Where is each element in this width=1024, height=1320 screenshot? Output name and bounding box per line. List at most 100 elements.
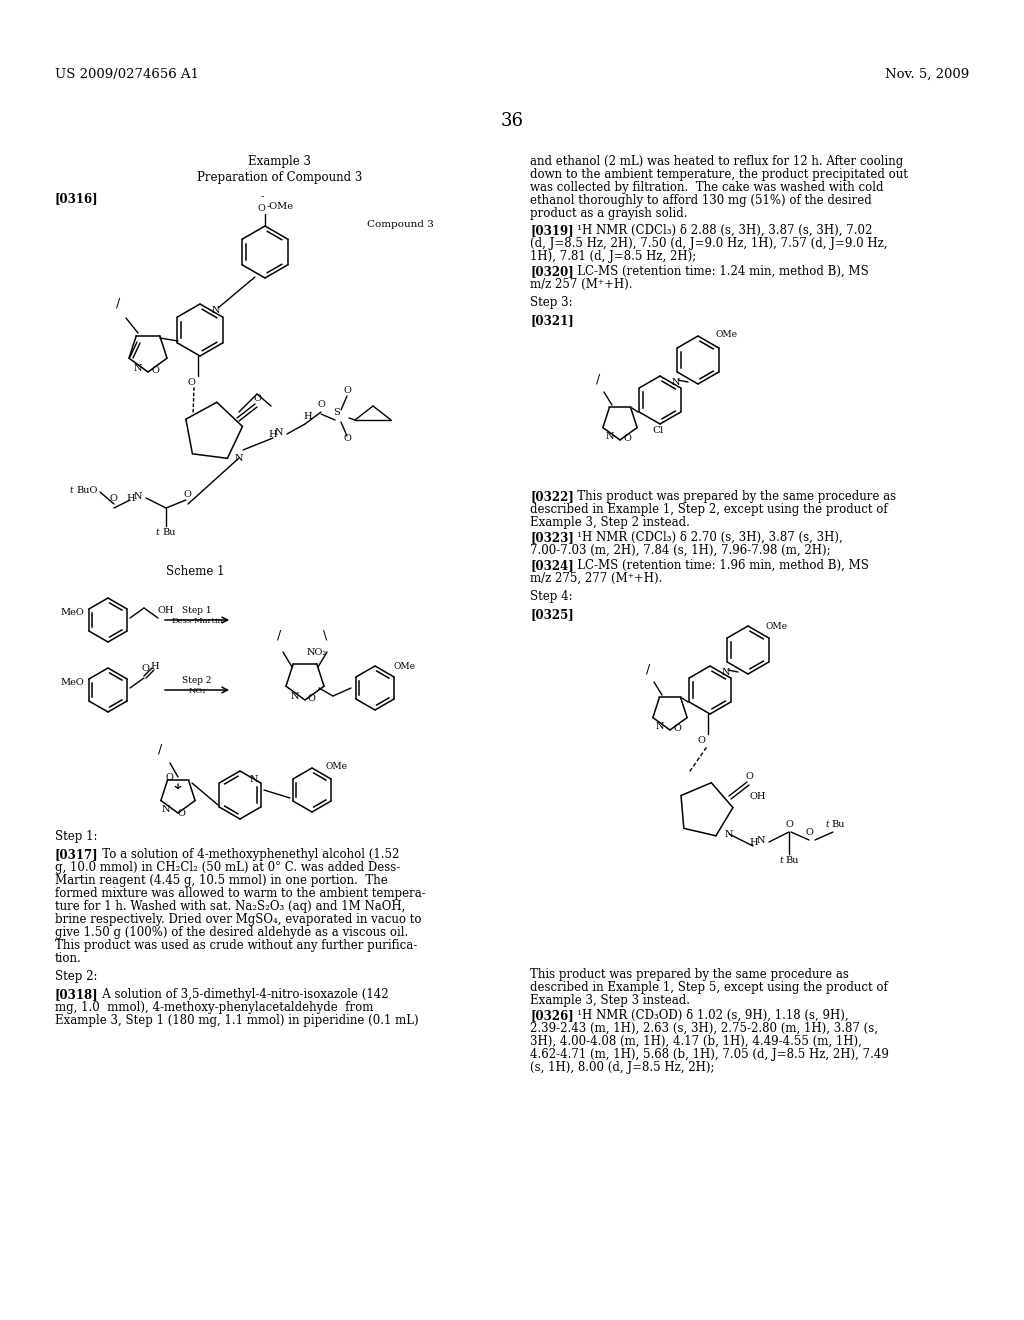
Text: /: / <box>116 296 120 309</box>
Text: [0324]: [0324] <box>530 558 573 572</box>
Text: OMe: OMe <box>766 622 788 631</box>
Text: N: N <box>606 432 614 441</box>
Text: H: H <box>150 663 159 671</box>
Text: N: N <box>757 836 766 845</box>
Text: US 2009/0274656 A1: US 2009/0274656 A1 <box>55 69 199 81</box>
Text: /: / <box>596 372 600 385</box>
Text: 4.62-4.71 (m, 1H), 5.68 (b, 1H), 7.05 (d, J=8.5 Hz, 2H), 7.49: 4.62-4.71 (m, 1H), 5.68 (b, 1H), 7.05 (d… <box>530 1048 889 1061</box>
Text: t: t <box>156 528 160 537</box>
Text: A solution of 3,5-dimethyl-4-nitro-isoxazole (142: A solution of 3,5-dimethyl-4-nitro-isoxa… <box>91 987 389 1001</box>
Text: N: N <box>134 492 142 502</box>
Text: O: O <box>253 393 261 403</box>
Text: N: N <box>162 805 171 814</box>
Text: [0318]: [0318] <box>55 987 98 1001</box>
Text: O: O <box>674 723 682 733</box>
Text: Dess-Martin: Dess-Martin <box>171 616 223 624</box>
Text: t: t <box>825 820 828 829</box>
Text: O: O <box>184 490 191 499</box>
Text: Bu: Bu <box>831 820 845 829</box>
Text: O: O <box>257 205 265 213</box>
Text: brine respectively. Dried over MgSO₄, evaporated in vacuo to: brine respectively. Dried over MgSO₄, ev… <box>55 913 422 927</box>
Text: -OMe: -OMe <box>267 202 294 211</box>
Text: Bu: Bu <box>162 528 175 537</box>
Text: Bu: Bu <box>785 855 799 865</box>
Text: \: \ <box>323 628 328 642</box>
Text: N: N <box>291 692 299 701</box>
Text: Compound 3: Compound 3 <box>367 220 434 228</box>
Text: Step 2:: Step 2: <box>55 970 97 983</box>
Text: O: O <box>343 385 351 395</box>
Text: H: H <box>268 430 276 440</box>
Text: OMe: OMe <box>393 663 415 671</box>
Text: Preparation of Compound 3: Preparation of Compound 3 <box>198 172 362 183</box>
Text: Scheme 1: Scheme 1 <box>166 565 224 578</box>
Text: O: O <box>178 809 186 818</box>
Text: O: O <box>166 774 174 781</box>
Text: N: N <box>656 722 665 731</box>
Text: O: O <box>805 828 813 837</box>
Text: give 1.50 g (100%) of the desired aldehyde as a viscous oil.: give 1.50 g (100%) of the desired aldehy… <box>55 927 409 939</box>
Text: mg, 1.0  mmol), 4-methoxy-phenylacetaldehyde  from: mg, 1.0 mmol), 4-methoxy-phenylacetaldeh… <box>55 1001 374 1014</box>
Text: This product was used as crude without any further purifica-: This product was used as crude without a… <box>55 939 417 952</box>
Text: m/z 257 (M⁺+H).: m/z 257 (M⁺+H). <box>530 279 633 290</box>
Text: product as a grayish solid.: product as a grayish solid. <box>530 207 687 220</box>
Text: OH: OH <box>749 792 766 801</box>
Text: N: N <box>275 428 284 437</box>
Text: O: O <box>698 737 706 744</box>
Text: /: / <box>278 628 282 642</box>
Text: 36: 36 <box>501 112 523 129</box>
Text: Cl: Cl <box>652 426 664 436</box>
Text: O: O <box>152 366 160 375</box>
Text: H: H <box>303 412 311 421</box>
Text: OH: OH <box>158 606 174 615</box>
Text: BuO: BuO <box>76 486 97 495</box>
Text: O: O <box>785 820 793 829</box>
Text: N: N <box>722 668 730 677</box>
Text: Step 4:: Step 4: <box>530 590 572 603</box>
Text: formed mixture was allowed to warm to the ambient tempera-: formed mixture was allowed to warm to th… <box>55 887 426 900</box>
Text: described in Example 1, Step 2, except using the product of: described in Example 1, Step 2, except u… <box>530 503 888 516</box>
Text: O: O <box>110 494 118 503</box>
Text: tion.: tion. <box>55 952 82 965</box>
Text: NO₂: NO₂ <box>307 648 327 657</box>
Text: S: S <box>333 408 340 417</box>
Text: O: O <box>317 400 325 409</box>
Text: N: N <box>250 775 258 784</box>
Text: O: O <box>188 378 196 387</box>
Text: [0322]: [0322] <box>530 490 573 503</box>
Text: -: - <box>261 191 264 201</box>
Text: [0326]: [0326] <box>530 1008 573 1022</box>
Text: 3H), 4.00-4.08 (m, 1H), 4.17 (b, 1H), 4.49-4.55 (m, 1H),: 3H), 4.00-4.08 (m, 1H), 4.17 (b, 1H), 4.… <box>530 1035 862 1048</box>
Text: This product was prepared by the same procedure as: This product was prepared by the same pr… <box>530 968 849 981</box>
Text: and ethanol (2 mL) was heated to reflux for 12 h. After cooling: and ethanol (2 mL) was heated to reflux … <box>530 154 903 168</box>
Text: t: t <box>779 855 782 865</box>
Text: ture for 1 h. Washed with sat. Na₂S₂O₃ (aq) and 1M NaOH,: ture for 1 h. Washed with sat. Na₂S₂O₃ (… <box>55 900 406 913</box>
Text: N: N <box>725 830 733 840</box>
Text: OMe: OMe <box>716 330 738 339</box>
Text: [0317]: [0317] <box>55 847 98 861</box>
Text: (s, 1H), 8.00 (d, J=8.5 Hz, 2H);: (s, 1H), 8.00 (d, J=8.5 Hz, 2H); <box>530 1061 715 1074</box>
Text: 7.00-7.03 (m, 2H), 7.84 (s, 1H), 7.96-7.98 (m, 2H);: 7.00-7.03 (m, 2H), 7.84 (s, 1H), 7.96-7.… <box>530 544 830 557</box>
Text: O: O <box>308 694 315 704</box>
Text: ethanol thoroughly to afford 130 mg (51%) of the desired: ethanol thoroughly to afford 130 mg (51%… <box>530 194 871 207</box>
Text: H: H <box>749 838 758 847</box>
Text: O: O <box>624 434 632 444</box>
Text: Step 2: Step 2 <box>182 676 212 685</box>
Text: N: N <box>672 378 681 387</box>
Text: Step 3:: Step 3: <box>530 296 572 309</box>
Text: ¹H NMR (CDCl₃) δ 2.70 (s, 3H), 3.87 (s, 3H),: ¹H NMR (CDCl₃) δ 2.70 (s, 3H), 3.87 (s, … <box>566 531 843 544</box>
Text: /: / <box>646 663 650 675</box>
Text: MeO: MeO <box>60 678 84 686</box>
Text: [0319]: [0319] <box>530 224 573 238</box>
Text: 2.39-2.43 (m, 1H), 2.63 (s, 3H), 2.75-2.80 (m, 1H), 3.87 (s,: 2.39-2.43 (m, 1H), 2.63 (s, 3H), 2.75-2.… <box>530 1022 878 1035</box>
Text: 1H), 7.81 (d, J=8.5 Hz, 2H);: 1H), 7.81 (d, J=8.5 Hz, 2H); <box>530 249 696 263</box>
Text: Example 3: Example 3 <box>249 154 311 168</box>
Text: O: O <box>745 772 753 781</box>
Text: Nov. 5, 2009: Nov. 5, 2009 <box>885 69 969 81</box>
Text: H: H <box>126 494 134 503</box>
Text: ¹H NMR (CD₃OD) δ 1.02 (s, 9H), 1.18 (s, 9H),: ¹H NMR (CD₃OD) δ 1.02 (s, 9H), 1.18 (s, … <box>566 1008 849 1022</box>
Text: t: t <box>70 486 74 495</box>
Text: N: N <box>134 364 142 374</box>
Text: O: O <box>343 434 351 444</box>
Text: described in Example 1, Step 5, except using the product of: described in Example 1, Step 5, except u… <box>530 981 888 994</box>
